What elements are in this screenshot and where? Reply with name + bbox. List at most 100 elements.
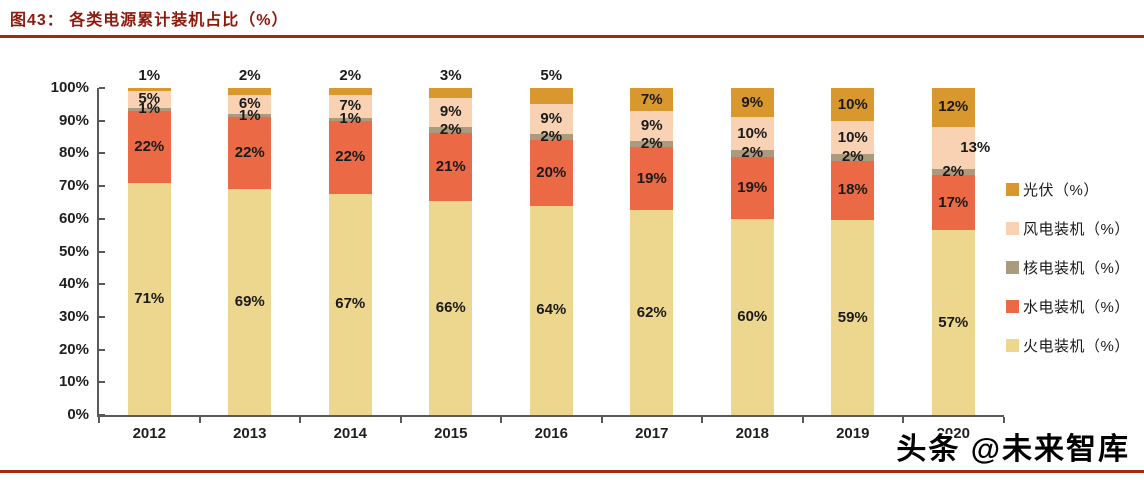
data-label-solar: 12%	[938, 98, 969, 116]
bar-segment-wind	[931, 126, 975, 169]
legend-label-hydro: 水电装机（%）	[1023, 298, 1130, 316]
bar-segment-wind	[127, 91, 171, 108]
data-label-solar: 9%	[741, 93, 764, 111]
legend-label-wind: 风电装机（%）	[1023, 220, 1130, 238]
bottom-divider-line	[0, 470, 1144, 473]
bar-segment-nuclear	[630, 140, 674, 148]
y-axis-tick	[99, 315, 105, 318]
data-label-solar: 3%	[439, 67, 462, 84]
data-label-thermal: 57%	[938, 313, 969, 331]
data-label-hydro: 21%	[435, 158, 466, 176]
y-axis-tick-label: 30%	[58, 307, 89, 325]
y-axis-tick	[99, 152, 105, 155]
watermark-text: 头条 @未来智库	[896, 433, 1130, 466]
bar-segment-hydro	[429, 133, 473, 202]
bar-segment-solar	[429, 88, 473, 98]
bar-segment-thermal	[328, 193, 372, 415]
x-axis-category-label: 2018	[735, 425, 769, 442]
bar-segment-nuclear	[931, 168, 975, 176]
x-axis-category-label: 2017	[635, 425, 669, 442]
bar-segment-solar	[630, 88, 674, 112]
chart-legend: 光伏（%） 风电装机（%） 核电装机（%） 水电装机（%） 火电装机（%）	[1006, 180, 1144, 375]
data-label-hydro: 18%	[837, 181, 868, 199]
data-label-nuclear: 2%	[942, 163, 965, 181]
data-label-hydro: 22%	[134, 137, 165, 155]
data-label-solar: 7%	[640, 90, 663, 108]
y-axis-tick	[99, 414, 105, 416]
bar-segment-solar	[127, 88, 171, 92]
y-axis-tick	[99, 119, 105, 122]
x-axis-category-label: 2014	[333, 425, 367, 442]
y-axis-tick-label: 70%	[58, 177, 89, 195]
bar-segment-solar	[931, 88, 975, 127]
y-axis-tick-label: 90%	[58, 111, 89, 129]
bar-segment-wind	[831, 121, 875, 155]
y-axis-tick-label: 100%	[50, 79, 89, 96]
bar-segment-thermal	[730, 218, 774, 415]
legend-swatch-hydro	[1006, 299, 1019, 313]
data-label-solar: 1%	[138, 67, 161, 84]
legend-swatch-thermal	[1006, 338, 1019, 352]
bar-segment-solar	[529, 88, 573, 105]
bar-segment-thermal	[931, 230, 975, 415]
bar-segment-thermal	[127, 182, 171, 415]
bar-segment-wind	[730, 117, 774, 151]
x-axis-category-label: 2013	[233, 425, 267, 442]
y-axis-tick	[99, 283, 105, 286]
data-label-hydro: 19%	[636, 169, 667, 187]
legend-swatch-solar	[1006, 182, 1019, 196]
data-label-thermal: 60%	[737, 307, 768, 325]
bar-segment-nuclear	[429, 126, 473, 134]
y-axis-tick-label: 80%	[58, 144, 89, 162]
y-axis-tick	[99, 381, 105, 384]
data-label-thermal: 67%	[335, 295, 366, 313]
bar-segment-hydro	[328, 121, 372, 194]
data-label-hydro: 22%	[234, 144, 265, 162]
bar-segment-hydro	[529, 140, 573, 206]
data-label-nuclear: 2%	[439, 121, 462, 139]
data-label-nuclear: 1%	[238, 106, 261, 124]
bar-segment-thermal	[228, 189, 272, 415]
bar-segment-hydro	[730, 156, 774, 219]
y-axis-tick	[99, 87, 105, 89]
data-label-thermal: 59%	[837, 308, 868, 326]
bar-segment-solar	[831, 88, 875, 122]
legend-item-thermal: 火电装机（%）	[1006, 336, 1144, 355]
bar-segment-wind	[529, 104, 573, 134]
bar-segment-hydro	[630, 147, 674, 211]
bar-segment-thermal	[630, 210, 674, 415]
bar-segment-hydro	[127, 110, 171, 183]
data-label-thermal: 71%	[134, 289, 165, 307]
y-axis-line	[97, 88, 99, 417]
data-label-hydro: 19%	[737, 178, 768, 196]
data-label-solar: 10%	[837, 95, 868, 113]
x-axis-tick	[500, 417, 502, 423]
data-label-hydro: 17%	[938, 193, 969, 211]
bar-segment-nuclear	[730, 150, 774, 157]
bar-segment-solar	[328, 88, 372, 95]
data-label-nuclear: 2%	[640, 135, 663, 153]
y-axis-tick-label: 40%	[58, 275, 89, 293]
bar-segment-wind	[228, 94, 272, 115]
legend-label-thermal: 火电装机（%）	[1023, 337, 1130, 355]
data-label-hydro: 22%	[335, 148, 366, 166]
x-axis-tick	[1002, 417, 1005, 423]
x-axis-tick	[198, 417, 201, 423]
data-label-thermal: 66%	[435, 299, 466, 317]
y-axis-tick-label: 10%	[58, 373, 89, 391]
x-axis-tick	[701, 417, 703, 423]
bar-segment-nuclear	[328, 117, 372, 122]
x-axis-category-label: 2016	[534, 425, 568, 442]
data-label-nuclear: 1%	[138, 100, 161, 118]
data-label-wind: 13%	[960, 138, 991, 156]
data-label-wind: 5%	[138, 90, 161, 108]
data-label-wind: 7%	[339, 97, 362, 115]
legend-swatch-wind	[1006, 221, 1019, 235]
x-axis-tick	[902, 417, 904, 423]
x-axis-tick	[600, 417, 603, 423]
data-label-nuclear: 2%	[540, 128, 563, 146]
bar-segment-nuclear	[831, 154, 875, 161]
data-label-thermal: 64%	[536, 301, 567, 319]
